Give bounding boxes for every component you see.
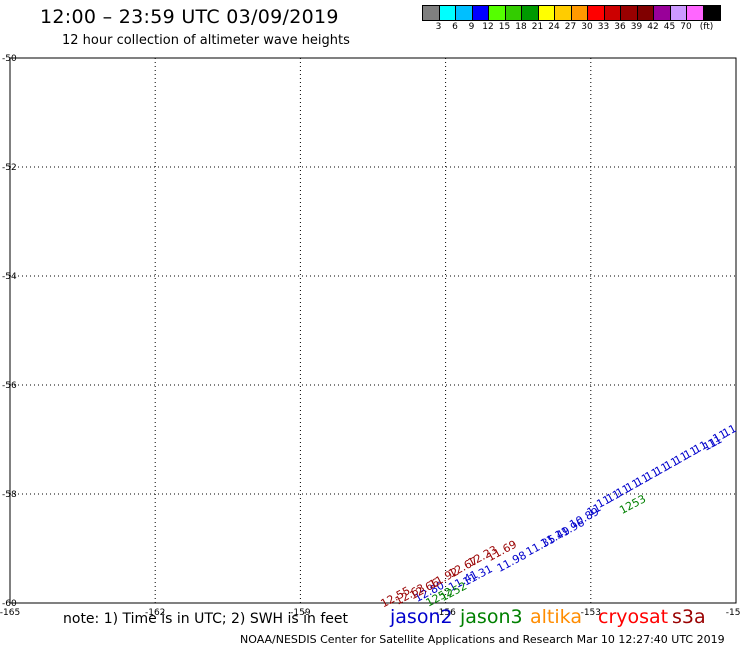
colorbar-swatch [670, 6, 687, 20]
colorbar-tick-label: 12 [482, 22, 494, 32]
y-tick-label: -50 [2, 54, 17, 64]
wave-height-colorbar [422, 5, 721, 21]
colorbar-swatch [588, 6, 605, 20]
colorbar-swatch [439, 6, 456, 20]
mission-label-cryosat: cryosat [598, 606, 669, 628]
colorbar-swatch [687, 6, 704, 20]
footer-note: note: 1) Time is in UTC; 2) SWH is in fe… [63, 611, 349, 627]
colorbar-tick-label: 33 [597, 22, 610, 32]
y-tick-label: -60 [2, 599, 17, 609]
colorbar-tick-label: 30 [581, 22, 593, 32]
y-tick-label: -58 [2, 490, 17, 500]
colorbar-tick-label: 27 [564, 22, 577, 32]
colorbar-swatch [571, 6, 588, 20]
chart-subtitle: 12 hour collection of altimeter wave hei… [62, 33, 350, 48]
data-point-label: 11 [585, 501, 603, 519]
data-point-label: 11 [706, 433, 724, 451]
colorbar-tick-label: 42 [647, 22, 659, 32]
colorbar-tick-label: 15 [498, 22, 511, 32]
mission-label-jason3: jason3 [460, 606, 523, 628]
colorbar-swatch [456, 6, 473, 20]
x-tick-label: -156 [435, 608, 456, 618]
colorbar-swatch [472, 6, 489, 20]
data-point-label: 11 [701, 436, 719, 454]
y-tick-label: -54 [2, 272, 17, 282]
x-tick-label: -165 [0, 608, 20, 618]
colorbar-swatch [703, 6, 720, 20]
colorbar-swatch [555, 6, 572, 20]
colorbar-tick-label: 18 [515, 22, 527, 32]
colorbar-tick-label: 6 [452, 22, 458, 32]
data-point-label: 11 [653, 460, 671, 478]
data-point-label: 11 [711, 427, 729, 445]
colorbar-tick-label: 70 [680, 22, 692, 32]
data-point-label: 11 [643, 466, 661, 484]
data-point-label: 11 [691, 438, 709, 456]
colorbar-swatch [505, 6, 522, 20]
colorbar-tick-label: 9 [468, 22, 475, 32]
y-tick-label: -52 [2, 163, 17, 173]
data-point-label: 11 [614, 482, 632, 500]
colorbar-swatch [489, 6, 506, 20]
colorbar-swatch [538, 6, 555, 20]
chart-title: 12:00 – 23:59 UTC 03/09/2019 [40, 6, 339, 28]
mission-label-s3a: s3a [672, 606, 706, 628]
data-point-label: 11 [623, 476, 641, 494]
colorbar-labels: 3 6 9 12 15 18 21 24 27 30 33 36 39 42 45 70 (ft) [422, 22, 740, 34]
data-point-label: 11 [720, 422, 738, 440]
data-point-label: 11 [594, 493, 612, 511]
colorbar-swatch [604, 6, 621, 20]
colorbar-tick-label: 21 [531, 22, 544, 32]
mission-label-altika: altika [530, 606, 582, 628]
colorbar-tick-label: (ft) [699, 22, 714, 32]
colorbar-tick-label: 45 [663, 22, 676, 32]
data-point-label: 11 [633, 471, 651, 489]
colorbar-tick-label: 36 [614, 22, 626, 32]
x-tick-label: -162 [145, 608, 165, 618]
footer-credit: NOAA/NESDIS Center for Satellite Applica… [240, 633, 725, 646]
colorbar-swatch [423, 6, 440, 20]
plot-frame [9, 57, 737, 604]
colorbar-swatch [522, 6, 539, 20]
data-point-label: 11 [672, 449, 690, 467]
colorbar-tick-label: 24 [548, 22, 560, 32]
x-tick-label: -150 [726, 608, 740, 618]
colorbar-tick-label: 3 [435, 22, 442, 32]
colorbar-tick-label: 39 [630, 22, 643, 32]
colorbar-swatch [654, 6, 671, 20]
data-point-label: 11 [682, 444, 700, 462]
colorbar-swatch [621, 6, 638, 20]
mission-label-jason2: jason2 [390, 606, 453, 628]
y-tick-label: -56 [2, 381, 17, 391]
colorbar-swatch [637, 6, 654, 20]
x-tick-label: -159 [290, 608, 311, 618]
data-point-label: 11 [662, 455, 680, 473]
data-point-label: 11 [604, 487, 622, 505]
x-tick-label: -153 [581, 608, 601, 618]
data-point-label: 11.35 [524, 532, 558, 558]
